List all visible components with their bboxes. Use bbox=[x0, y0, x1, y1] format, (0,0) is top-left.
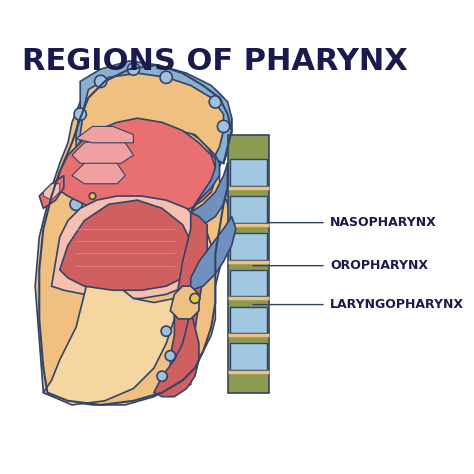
Polygon shape bbox=[191, 163, 228, 229]
Polygon shape bbox=[35, 65, 232, 405]
Polygon shape bbox=[191, 155, 219, 212]
Text: NASOPHARYNX: NASOPHARYNX bbox=[330, 216, 437, 229]
Polygon shape bbox=[43, 184, 60, 200]
Circle shape bbox=[94, 75, 107, 88]
Circle shape bbox=[128, 63, 139, 75]
Polygon shape bbox=[230, 307, 266, 333]
Polygon shape bbox=[228, 135, 269, 392]
Ellipse shape bbox=[161, 326, 171, 337]
Polygon shape bbox=[72, 139, 134, 163]
Polygon shape bbox=[76, 61, 232, 204]
Polygon shape bbox=[80, 73, 224, 196]
Polygon shape bbox=[154, 311, 199, 397]
Circle shape bbox=[74, 108, 86, 120]
Circle shape bbox=[70, 198, 82, 210]
Text: LARYNGOPHARYNX: LARYNGOPHARYNX bbox=[330, 298, 464, 311]
Polygon shape bbox=[170, 212, 207, 389]
Text: REGIONS OF PHARYNX: REGIONS OF PHARYNX bbox=[22, 46, 408, 75]
Polygon shape bbox=[52, 196, 211, 299]
Circle shape bbox=[190, 293, 200, 303]
Polygon shape bbox=[72, 159, 125, 184]
Circle shape bbox=[82, 157, 94, 169]
Circle shape bbox=[89, 193, 96, 200]
Ellipse shape bbox=[165, 351, 175, 361]
Polygon shape bbox=[230, 270, 266, 296]
Polygon shape bbox=[191, 217, 236, 290]
Polygon shape bbox=[43, 265, 174, 405]
Polygon shape bbox=[230, 196, 266, 223]
Circle shape bbox=[78, 141, 91, 153]
Circle shape bbox=[160, 71, 173, 83]
Polygon shape bbox=[230, 159, 266, 186]
Ellipse shape bbox=[157, 371, 167, 382]
Circle shape bbox=[209, 96, 221, 108]
Polygon shape bbox=[60, 200, 195, 290]
Polygon shape bbox=[230, 344, 266, 370]
Polygon shape bbox=[170, 286, 199, 319]
Polygon shape bbox=[230, 233, 266, 260]
Circle shape bbox=[218, 120, 230, 133]
Polygon shape bbox=[55, 118, 215, 217]
Polygon shape bbox=[39, 175, 64, 209]
Polygon shape bbox=[76, 127, 134, 143]
Text: OROPHARYNX: OROPHARYNX bbox=[330, 259, 428, 272]
